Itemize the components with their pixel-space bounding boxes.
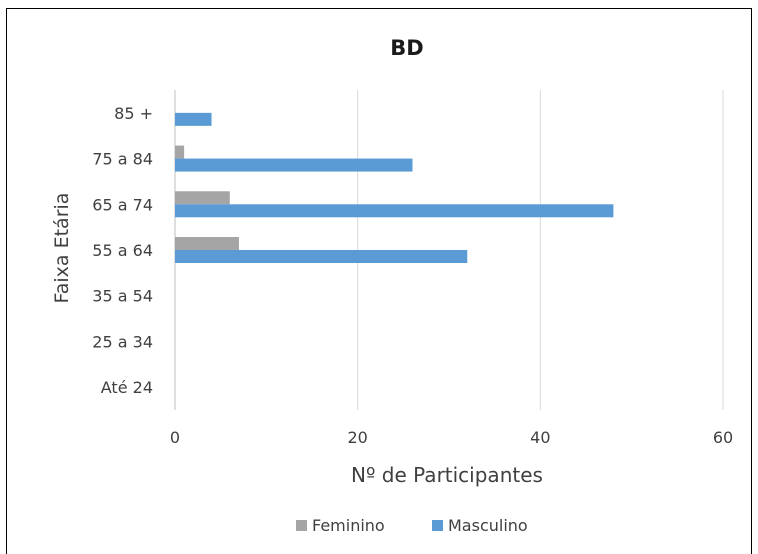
category-label: Até 24 — [101, 378, 153, 397]
bar-masculino-4 — [175, 204, 614, 218]
x-tick-label: 20 — [347, 428, 367, 447]
legend-label-feminino: Feminino — [312, 516, 385, 535]
x-tick-label: 0 — [170, 428, 180, 447]
category-labels: Até 24 25 a 34 35 a 54 55 a 64 65 a 74 75 a 8… — [92, 104, 153, 397]
x-tick-label: 40 — [530, 428, 550, 447]
category-label: 25 a 34 — [92, 332, 153, 351]
legend-swatch-feminino — [296, 520, 307, 531]
bar-feminino-5 — [175, 145, 185, 159]
bar-masculino-3 — [175, 250, 468, 263]
x-tick-label: 60 — [713, 428, 733, 447]
category-label: 35 a 54 — [92, 287, 153, 306]
bar-masculino-6 — [175, 112, 212, 126]
x-axis-title: Nº de Participantes — [351, 463, 543, 487]
legend-swatch-masculino — [432, 520, 443, 531]
category-label: 65 a 74 — [92, 195, 153, 214]
legend-label-masculino: Masculino — [448, 516, 528, 535]
category-label: 85 + — [114, 104, 153, 123]
bars — [175, 112, 614, 263]
bar-masculino-5 — [175, 158, 413, 172]
bar-feminino-3 — [175, 237, 239, 250]
category-label: 75 a 84 — [92, 150, 153, 169]
bar-feminino-4 — [175, 191, 230, 205]
chart-frame — [6, 8, 752, 554]
legend: Feminino Masculino — [296, 516, 528, 535]
y-axis-title: Faixa Etária — [51, 193, 73, 304]
x-tick-labels: 0 20 40 60 — [170, 428, 733, 447]
category-label: 55 a 64 — [92, 241, 153, 260]
chart-title: BD — [390, 36, 423, 60]
